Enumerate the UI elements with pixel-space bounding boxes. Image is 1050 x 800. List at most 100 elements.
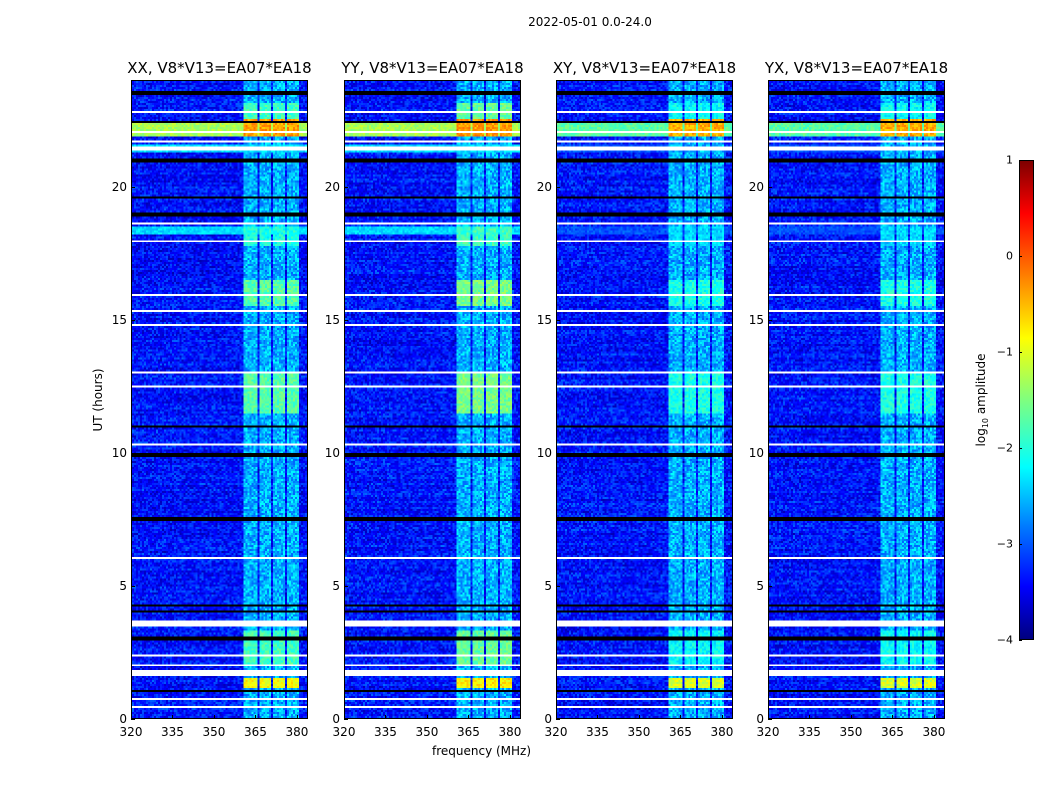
panel-title: XX, V8*V13=EA07*EA18 <box>127 59 312 77</box>
y-tick-label: 15 <box>111 312 127 327</box>
colorbar-tick-label: −1 <box>996 345 1013 359</box>
x-tick-label: 335 <box>798 725 821 739</box>
y-tick-mark <box>768 585 772 587</box>
x-tick-label: 380 <box>710 725 734 739</box>
x-tick-label: 350 <box>415 725 439 739</box>
x-tick-label: 380 <box>498 725 522 739</box>
y-axis-label: UT (hours) <box>91 368 105 432</box>
x-tick-label: 365 <box>244 725 267 739</box>
x-tick-label: 335 <box>586 725 609 739</box>
x-tick-mark <box>172 715 174 719</box>
colorbar-tick-mark <box>1019 160 1022 161</box>
y-tick-mark <box>344 585 348 587</box>
colorbar-tick-mark <box>1019 640 1022 641</box>
x-tick-mark <box>468 715 470 719</box>
y-tick-label: 20 <box>536 179 552 194</box>
y-tick-label: 15 <box>536 312 552 327</box>
y-tick-label: 10 <box>748 445 764 460</box>
heatmap-panel <box>131 80 308 719</box>
x-tick-mark <box>556 715 557 719</box>
colorbar-label-text: amplitude <box>973 353 988 418</box>
y-tick-label: 5 <box>332 578 340 593</box>
heatmap-image <box>557 81 732 718</box>
y-tick-mark <box>556 452 560 454</box>
x-tick-mark <box>255 715 257 719</box>
x-tick-label: 365 <box>881 725 904 739</box>
colorbar-tick-label: 1 <box>1006 153 1013 167</box>
x-tick-mark <box>892 715 894 719</box>
x-tick-label: 365 <box>457 725 480 739</box>
colorbar-tick-label: −4 <box>996 633 1013 647</box>
x-tick-mark <box>809 715 811 719</box>
y-tick-label: 10 <box>536 445 552 460</box>
y-tick-label: 5 <box>119 578 127 593</box>
heatmap-panel <box>344 80 521 719</box>
x-tick-label: 335 <box>161 725 184 739</box>
y-tick-label: 0 <box>756 712 764 726</box>
x-tick-label: 320 <box>119 725 143 739</box>
y-tick-label: 15 <box>748 312 764 327</box>
y-tick-label: 5 <box>756 578 764 593</box>
y-tick-mark <box>556 719 560 720</box>
heatmap-panel <box>556 80 733 719</box>
x-tick-label: 380 <box>922 725 946 739</box>
y-tick-mark <box>131 186 135 188</box>
x-tick-label: 350 <box>627 725 651 739</box>
x-tick-mark <box>721 715 723 719</box>
x-tick-mark <box>385 715 387 719</box>
colorbar-label: log10 amplitude <box>974 354 990 447</box>
colorbar-label-log: log <box>973 428 988 447</box>
panel-title: YX, V8*V13=EA07*EA18 <box>764 59 949 77</box>
x-tick-label: 350 <box>202 725 226 739</box>
x-tick-mark <box>597 715 599 719</box>
y-tick-label: 20 <box>748 179 764 194</box>
x-tick-mark <box>768 715 769 719</box>
y-tick-label: 20 <box>324 179 340 194</box>
y-tick-label: 5 <box>544 578 552 593</box>
x-tick-label: 335 <box>374 725 397 739</box>
colorbar-tick-mark <box>1019 256 1022 257</box>
y-tick-label: 15 <box>324 312 340 327</box>
colorbar-label-sub: 10 <box>981 417 991 429</box>
x-tick-mark <box>680 715 682 719</box>
y-tick-label: 10 <box>324 445 340 460</box>
y-tick-mark <box>344 452 348 454</box>
x-tick-mark <box>344 715 345 719</box>
x-tick-mark <box>131 715 132 719</box>
colorbar-tick-label: 0 <box>1006 249 1013 263</box>
y-tick-label: 20 <box>111 179 127 194</box>
x-tick-label: 320 <box>756 725 780 739</box>
y-tick-mark <box>556 186 560 188</box>
y-tick-label: 0 <box>119 712 127 726</box>
y-tick-mark <box>556 319 560 321</box>
y-tick-label: 10 <box>111 445 127 460</box>
heatmap-image <box>769 81 944 718</box>
colorbar-tick-mark <box>1019 448 1022 449</box>
panel-title: XY, V8*V13=EA07*EA18 <box>552 59 737 77</box>
y-tick-mark <box>131 719 135 720</box>
colorbar <box>1019 160 1034 640</box>
x-tick-mark <box>933 715 935 719</box>
y-tick-mark <box>131 319 135 321</box>
y-tick-mark <box>131 452 135 454</box>
x-tick-label: 365 <box>669 725 692 739</box>
heatmap-panel <box>768 80 945 719</box>
x-tick-mark <box>426 715 428 719</box>
x-tick-label: 380 <box>285 725 309 739</box>
y-tick-mark <box>344 719 348 720</box>
x-tick-mark <box>850 715 852 719</box>
y-tick-mark <box>344 319 348 321</box>
x-tick-mark <box>638 715 640 719</box>
x-tick-label: 350 <box>839 725 863 739</box>
x-tick-mark <box>213 715 215 719</box>
figure-title: 2022-05-01 0.0-24.0 <box>528 15 652 29</box>
y-tick-label: 0 <box>544 712 552 726</box>
x-axis-label: frequency (MHz) <box>432 744 532 758</box>
y-tick-mark <box>768 319 772 321</box>
x-tick-mark <box>509 715 511 719</box>
y-tick-mark <box>344 186 348 188</box>
x-tick-label: 320 <box>332 725 356 739</box>
colorbar-tick-label: −2 <box>996 441 1013 455</box>
y-tick-mark <box>131 585 135 587</box>
